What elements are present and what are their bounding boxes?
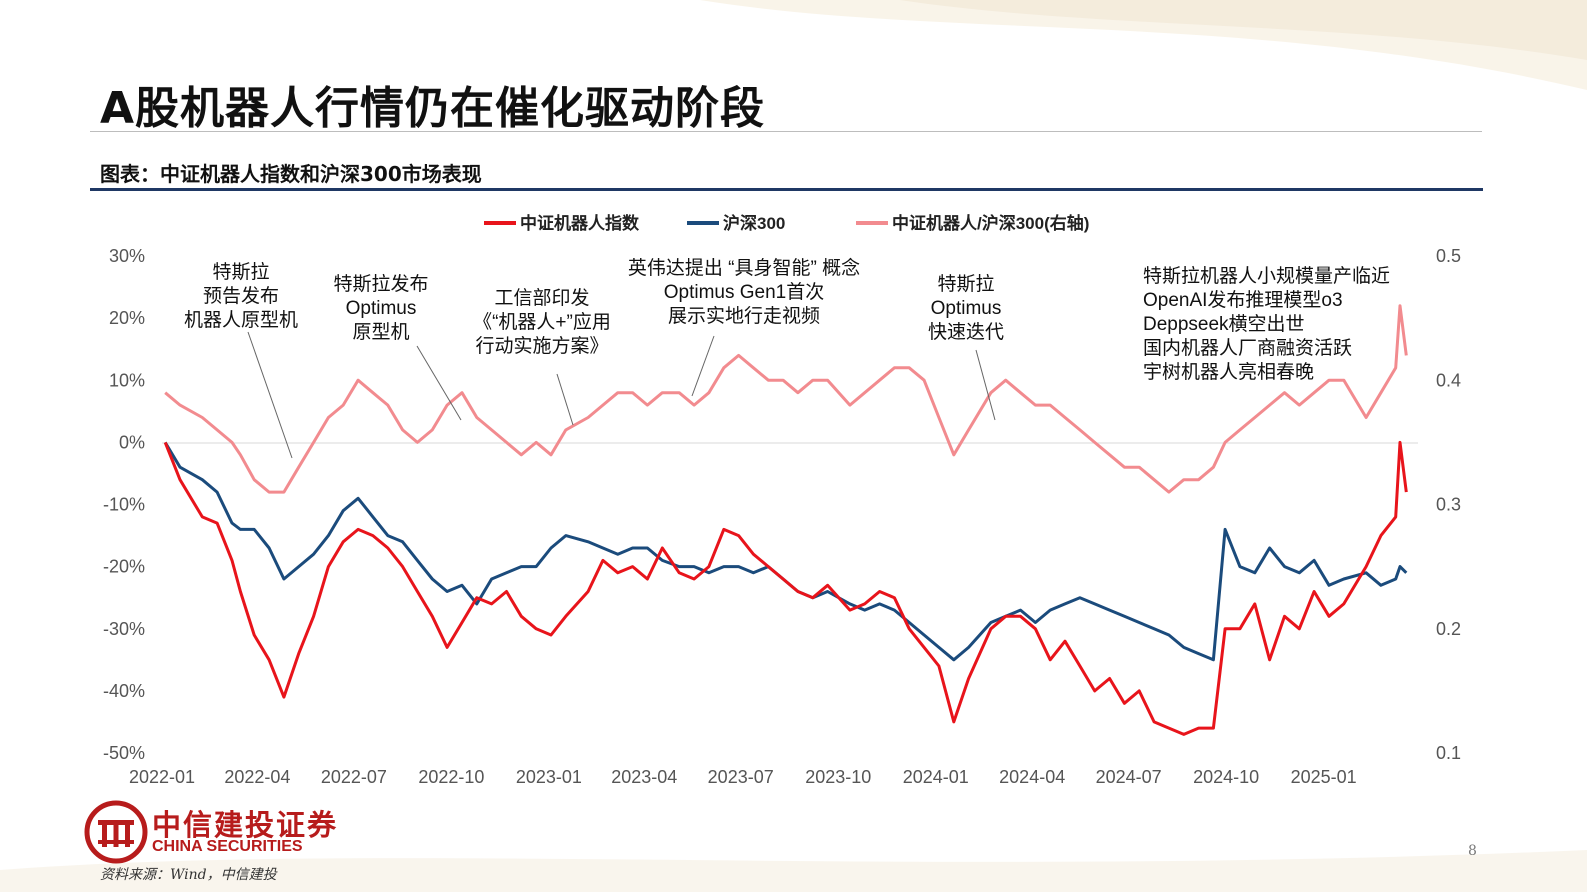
series-line-1	[163, 441, 1408, 662]
annotation-leader-line	[247, 331, 293, 459]
y-right-tick-label: 0.5	[1436, 246, 1461, 266]
annotation-leader-line	[556, 373, 574, 426]
y-right-tick-label: 0.1	[1436, 743, 1461, 763]
title-divider	[90, 131, 1482, 132]
x-tick-label: 2022-10	[418, 767, 484, 787]
x-tick-label: 2025-01	[1291, 767, 1357, 787]
figure-caption: 图表：中证机器人指数和沪深300市场表现	[100, 162, 482, 186]
series-line-0	[163, 440, 1408, 736]
y-right-tick-label: 0.3	[1436, 495, 1461, 515]
annotation-5: 特斯拉机器人小规模量产临近OpenAI发布推理模型o3Deppseek横空出世国…	[1143, 265, 1390, 383]
y-left-tick-label: 10%	[109, 370, 145, 390]
x-tick-label: 2022-04	[224, 767, 290, 787]
x-tick-label: 2022-01	[129, 767, 195, 787]
legend-label-0: 中证机器人指数	[520, 213, 640, 233]
x-tick-label: 2023-10	[805, 767, 871, 787]
annotation-text: 国内机器人厂商融资活跃	[1143, 337, 1352, 359]
legend-label-1: 沪深300	[723, 213, 785, 233]
x-tick-label: 2024-07	[1096, 767, 1162, 787]
annotation-text: 原型机	[352, 321, 409, 343]
y-right-tick-label: 0.4	[1436, 370, 1461, 390]
chart-axes: 30% 20% 10% 0% -10% -20% -30% -40% -50% 0.5 0.4 0.3…	[103, 246, 1461, 787]
annotation-leader-line	[416, 345, 462, 421]
annotation-text: 快速迭代	[928, 321, 1004, 343]
annotation-text: Deppseek横空出世	[1143, 313, 1305, 335]
y-left-tick-label: -20%	[103, 557, 145, 577]
annotation-text: 英伟达提出 “具身智能” 概念	[628, 256, 860, 279]
annotation-text: Optimus	[346, 298, 417, 319]
legend-label-2: 中证机器人/沪深300(右轴)	[892, 213, 1089, 233]
page-number: 8	[1468, 843, 1477, 859]
y-left-tick-label: 0%	[119, 432, 145, 452]
y-left-tick-label: 20%	[109, 308, 145, 328]
annotation-leader-line	[691, 335, 715, 397]
annotation-text: 行动实施方案》	[475, 335, 608, 357]
china-securities-logo	[84, 800, 148, 864]
annotation-text: 《“机器人+”应用	[473, 311, 611, 333]
y-right-tick-label: 0.2	[1436, 619, 1461, 639]
annotation-text: 特斯拉	[937, 273, 994, 295]
page-title: A股机器人行情仍在催化驱动阶段	[100, 83, 766, 134]
annotation-text: 工信部印发	[494, 287, 589, 309]
x-tick-label: 2024-10	[1193, 767, 1259, 787]
annotation-text: OpenAI发布推理模型o3	[1143, 289, 1343, 311]
y-left-tick-label: -50%	[103, 743, 145, 763]
y-left-tick-label: -40%	[103, 681, 145, 701]
logo-english-name: CHINA SECURITIES	[152, 838, 303, 855]
caption-divider	[90, 188, 1483, 191]
annotation-text: Optimus	[931, 298, 1002, 319]
annotation-text: 特斯拉	[212, 261, 269, 283]
x-tick-label: 2023-07	[708, 767, 774, 787]
x-tick-label: 2024-01	[903, 767, 969, 787]
annotation-text: Optimus Gen1首次	[664, 281, 825, 303]
x-tick-label: 2022-07	[321, 767, 387, 787]
data-source-note: 资料来源：Wind，中信建投	[100, 867, 277, 883]
y-left-tick-label: -30%	[103, 619, 145, 639]
chart-legend: 中证机器人指数 沪深300 中证机器人/沪深300(右轴)	[484, 213, 1089, 233]
y-left-tick-label: 30%	[109, 246, 145, 266]
x-tick-label: 2024-04	[999, 767, 1065, 787]
logo-chinese-name: 中信建投证券	[152, 808, 339, 842]
series-line-2	[164, 304, 1408, 494]
annotation-text: 展示实地行走视频	[668, 305, 820, 327]
annotation-leader-line	[975, 349, 996, 421]
annotation-text: 特斯拉发布	[333, 273, 428, 295]
annotation-text: 预告发布	[203, 285, 279, 307]
annotation-text: 宇树机器人亮相春晚	[1143, 361, 1314, 383]
annotations-layer: 特斯拉预告发布机器人原型机特斯拉发布Optimus原型机工信部印发《“机器人+”…	[184, 256, 1390, 459]
annotation-text: 机器人原型机	[184, 309, 298, 331]
y-left-tick-label: -10%	[103, 495, 145, 515]
series-layer	[163, 304, 1408, 736]
x-tick-label: 2023-04	[611, 767, 677, 787]
annotation-text: 特斯拉机器人小规模量产临近	[1143, 265, 1390, 287]
x-tick-label: 2023-01	[516, 767, 582, 787]
